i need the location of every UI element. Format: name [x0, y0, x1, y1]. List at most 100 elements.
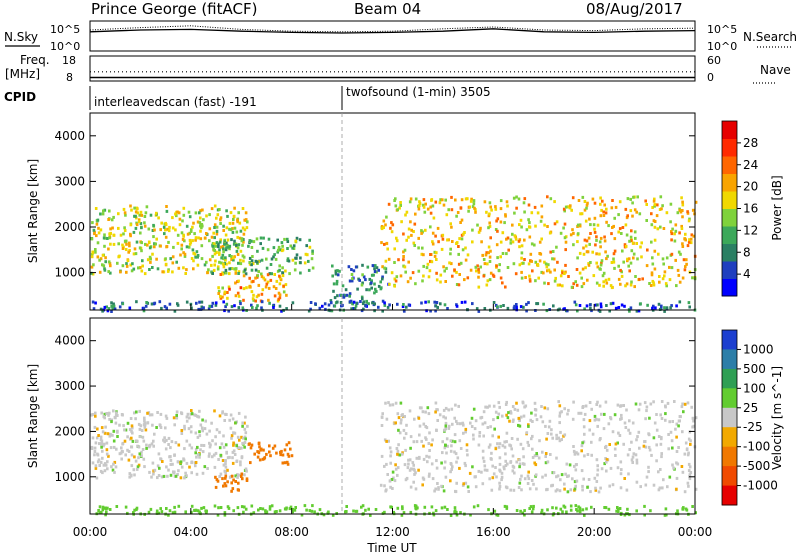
velocity-cell — [114, 465, 118, 469]
power-cell — [117, 226, 120, 230]
velocity-cell — [557, 436, 560, 440]
power-cell — [131, 262, 134, 266]
power-cell — [214, 301, 218, 305]
power-cell — [309, 301, 313, 304]
velocity-cell — [140, 454, 143, 458]
power-cell — [277, 245, 281, 249]
power-cell — [445, 266, 448, 270]
velocity-cell — [660, 417, 664, 420]
power-cell — [287, 259, 291, 263]
power-cell — [354, 304, 358, 308]
power-cell — [348, 292, 352, 296]
power-cell — [467, 209, 470, 213]
velocity-colorbar-segment-0 — [722, 330, 737, 350]
freq-left-tick-bottom: 8 — [66, 71, 73, 84]
velocity-cell — [455, 513, 459, 517]
power-cell — [551, 257, 554, 261]
power-cell — [523, 258, 526, 261]
power-cell — [515, 305, 518, 309]
velocity-cell — [535, 418, 539, 422]
velocity-cell — [165, 438, 168, 442]
power-cell — [505, 237, 508, 241]
power-cell — [494, 228, 498, 231]
power-cell — [362, 300, 366, 304]
power-cell — [650, 212, 653, 216]
power-ytick-label-1: 2000 — [54, 220, 85, 234]
power-cell — [588, 242, 591, 246]
velocity-cell — [498, 487, 501, 491]
power-cell — [123, 211, 127, 215]
velocity-cell — [575, 451, 578, 455]
velocity-cell — [173, 505, 176, 509]
power-cell — [514, 272, 518, 276]
power-cell — [399, 274, 403, 278]
power-cell — [370, 279, 373, 283]
power-cell — [254, 276, 257, 280]
velocity-cell — [623, 477, 626, 480]
velocity-cell — [261, 507, 265, 511]
velocity-cell — [503, 440, 506, 444]
velocity-cell — [684, 441, 688, 445]
velocity-cell — [462, 431, 465, 435]
velocity-cell — [444, 443, 447, 447]
velocity-cell — [577, 411, 580, 415]
velocity-cell — [593, 414, 597, 418]
power-cell — [215, 216, 218, 220]
power-cell — [239, 302, 242, 306]
power-cell — [414, 212, 417, 216]
power-cell — [657, 252, 660, 256]
velocity-cell — [551, 506, 554, 510]
nsky-label: N.Sky — [4, 30, 38, 44]
power-cell — [471, 228, 474, 232]
velocity-cell — [599, 437, 602, 440]
power-cell — [140, 226, 143, 230]
power-cell — [405, 305, 408, 309]
power-cell — [614, 205, 618, 209]
power-cell — [210, 235, 214, 239]
velocity-cell — [540, 511, 543, 515]
velocity-cell — [400, 418, 403, 422]
velocity-cell — [389, 485, 392, 489]
power-cell — [502, 304, 505, 307]
power-cell — [625, 282, 629, 286]
power-cell — [200, 305, 204, 309]
power-cell — [638, 277, 641, 281]
power-cell — [236, 253, 240, 256]
power-cell — [513, 304, 516, 308]
power-cell — [514, 237, 518, 241]
power-cell — [543, 223, 546, 227]
power-cell — [237, 211, 240, 215]
power-cell — [269, 263, 273, 266]
power-cell — [164, 257, 167, 261]
velocity-cell — [616, 506, 619, 509]
velocity-cell — [447, 426, 451, 430]
power-cell — [670, 232, 674, 236]
velocity-cell — [231, 417, 235, 421]
velocity-cell — [554, 489, 558, 493]
velocity-cell — [311, 504, 314, 508]
velocity-cell — [497, 445, 501, 449]
velocity-cell — [414, 487, 418, 491]
power-cell — [629, 209, 633, 213]
velocity-cell — [388, 446, 392, 450]
power-cell — [138, 213, 141, 217]
velocity-cell — [183, 476, 186, 480]
power-cell — [284, 269, 287, 273]
velocity-cell — [407, 458, 410, 462]
velocity-cell — [241, 424, 244, 428]
velocity-cell — [186, 412, 190, 416]
velocity-cell — [451, 422, 454, 426]
velocity-cell — [156, 476, 159, 480]
velocity-cell — [200, 443, 203, 447]
velocity-cell — [466, 485, 470, 489]
power-cell — [590, 309, 593, 313]
velocity-cell — [286, 460, 289, 464]
velocity-cell — [180, 429, 184, 432]
velocity-ytick-label-1: 2000 — [54, 424, 85, 438]
power-cell — [434, 200, 438, 204]
power-cell — [645, 264, 649, 268]
power-cell — [420, 252, 424, 256]
power-cell — [407, 235, 410, 239]
velocity-cell — [437, 487, 440, 491]
velocity-cell — [557, 400, 560, 404]
